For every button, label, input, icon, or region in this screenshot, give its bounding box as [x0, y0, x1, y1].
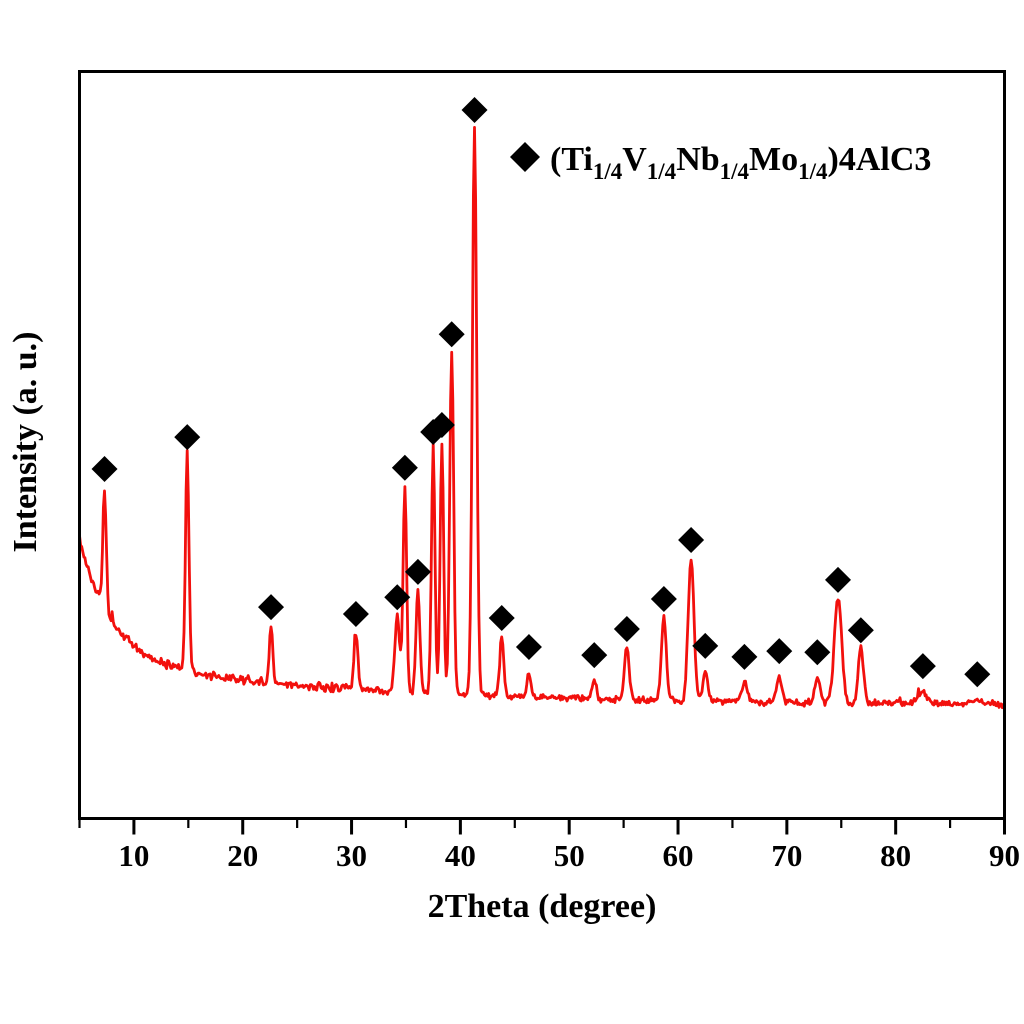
- legend-label: (Ti1/4V1/4Nb1/4Mo1/4)4AlC3: [550, 141, 931, 184]
- peak-marker-diamond-icon: [731, 643, 758, 670]
- x-axis-tick-label: 10: [118, 838, 149, 873]
- peak-marker-diamond-icon: [342, 601, 369, 628]
- x-axis-tick-label: 40: [445, 838, 476, 873]
- xrd-trace: [81, 126, 1003, 710]
- peak-marker-diamond-icon: [174, 424, 201, 451]
- x-axis-tick-label: 30: [336, 838, 367, 873]
- x-axis-tick-label: 90: [989, 838, 1020, 873]
- peak-marker-diamond-icon: [91, 455, 118, 482]
- x-axis-tick-label: 50: [554, 838, 585, 873]
- x-axis-tick-label: 60: [663, 838, 694, 873]
- peak-marker-diamond-icon: [804, 639, 831, 666]
- peak-marker-diamond-icon: [678, 527, 705, 554]
- peak-marker-diamond-icon: [650, 585, 677, 612]
- peak-marker-diamond-icon: [428, 412, 455, 439]
- peak-marker-diamond-icon: [461, 97, 488, 123]
- peak-marker-diamond-icon: [692, 632, 719, 659]
- peak-marker-diamond-icon: [488, 605, 515, 632]
- plot-frame: [78, 70, 1006, 820]
- peak-marker-diamond-icon: [384, 584, 411, 611]
- peak-marker-diamond-icon: [581, 642, 608, 669]
- y-axis-label: Intensity (a. u.): [7, 331, 44, 552]
- x-axis-tick-label: 80: [880, 838, 911, 873]
- peak-marker-diamond-icon: [258, 594, 285, 621]
- peak-marker-diamond-icon: [391, 454, 418, 481]
- peak-marker-diamond-icon: [613, 616, 640, 643]
- peak-marker-diamond-icon: [515, 634, 542, 661]
- peak-marker-diamond-icon: [909, 653, 936, 680]
- legend-diamond-icon: [510, 142, 540, 172]
- peak-marker-diamond-icon: [847, 617, 874, 644]
- x-axis-label: 2Theta (degree): [428, 888, 657, 925]
- x-axis-tick-label: 20: [227, 838, 258, 873]
- x-axis-tick-label: 70: [771, 838, 802, 873]
- peak-marker-diamond-icon: [825, 566, 851, 593]
- peak-marker-diamond-icon: [404, 558, 431, 585]
- peak-marker-diamond-icon: [964, 661, 991, 688]
- peak-marker-diamond-icon: [438, 321, 465, 348]
- peak-marker-diamond-icon: [766, 638, 793, 665]
